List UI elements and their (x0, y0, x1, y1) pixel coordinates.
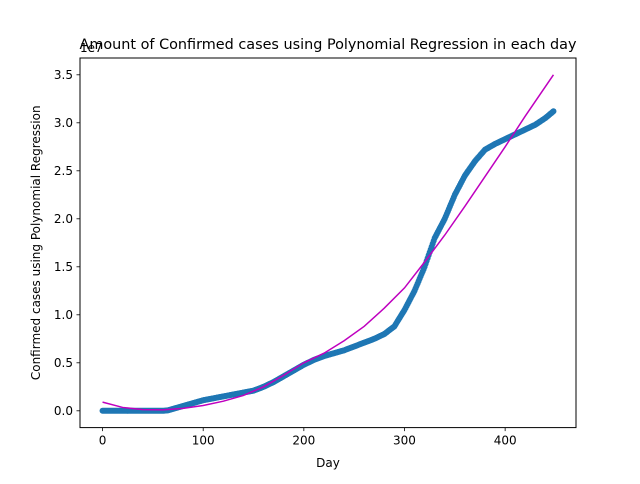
x-tick-label: 400 (494, 434, 517, 448)
y-axis-ticks: 0.0 0.5 1.0 1.5 2.0 2.5 3.0 3.5 (54, 68, 80, 418)
y-axis-label: Confirmed cases using Polynomial Regress… (29, 105, 43, 380)
y-tick-label: 1.0 (54, 308, 73, 322)
chart-title: Amount of Confirmed cases using Polynomi… (80, 37, 577, 53)
scatter-series (99, 108, 557, 414)
y-tick-label: 2.0 (54, 212, 73, 226)
y-tick-label: 1.5 (54, 260, 73, 274)
x-axis-ticks: 0 100 200 300 400 (99, 427, 517, 448)
y-axis-offset-label: 1e7 (80, 41, 103, 55)
scatter-point (550, 108, 557, 115)
y-tick-label: 0.0 (54, 404, 73, 418)
x-tick-label: 0 (99, 434, 107, 448)
axes-frame (79, 57, 577, 429)
y-tick-label: 3.5 (54, 68, 73, 82)
x-axis-label: Day (316, 456, 340, 470)
plot-layer (99, 74, 557, 414)
x-tick-label: 100 (192, 434, 215, 448)
y-tick-label: 0.5 (54, 356, 73, 370)
x-tick-label: 200 (292, 434, 315, 448)
y-tick-label: 3.0 (54, 116, 73, 130)
x-tick-label: 300 (393, 434, 416, 448)
y-tick-label: 2.5 (54, 164, 73, 178)
regression-line (102, 74, 555, 411)
